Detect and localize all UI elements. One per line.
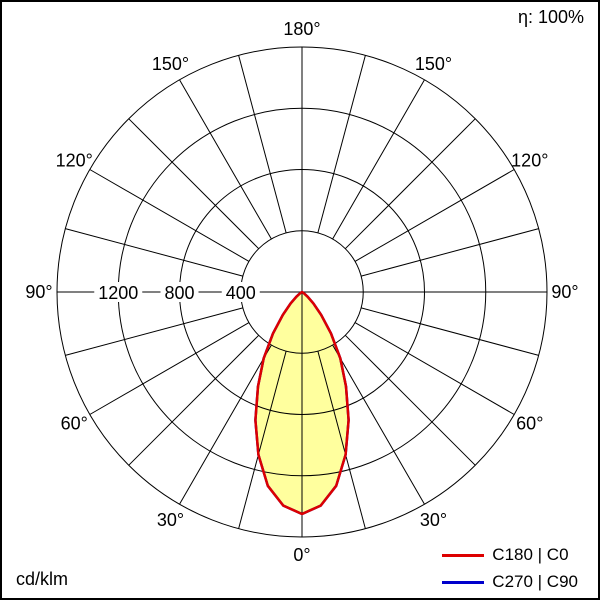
efficiency-label: η: 100%	[517, 7, 584, 27]
grid-radial-line	[128, 334, 260, 466]
grid-radial-line	[179, 79, 272, 240]
grid-radial-line	[128, 118, 260, 250]
grid-radial-line	[89, 169, 250, 262]
angle-label: 30°	[157, 510, 184, 530]
grid-radial-line	[179, 344, 272, 505]
legend-item-c0: C180 | C0	[442, 545, 578, 565]
grid-radial-line	[89, 322, 250, 415]
grid-radial-line	[361, 228, 539, 277]
radial-tick-label: 800	[164, 283, 194, 303]
grid-radial-line	[317, 55, 366, 233]
angle-label: 60°	[516, 414, 543, 434]
polar-grid	[56, 46, 548, 538]
grid-radial-line	[238, 351, 287, 529]
angle-label: 150°	[152, 54, 189, 74]
legend-label-c0: C180 | C0	[492, 545, 569, 564]
grid-radial-line	[332, 79, 425, 240]
angle-label: 30°	[420, 510, 447, 530]
angle-labels: 0° 30° 30° 60° 60° 90° 90° 120° 120° 150° 150° 180°	[25, 19, 578, 565]
legend-label-c90: C270 | C90	[492, 572, 578, 591]
grid-radial-line	[65, 307, 243, 356]
grid-radial-line	[354, 169, 515, 262]
angle-label: 0°	[293, 545, 310, 565]
grid-radial-line	[344, 118, 476, 250]
radial-label-bg	[221, 282, 260, 302]
radial-label-bg	[160, 282, 199, 302]
grid-radial-line	[65, 228, 243, 277]
intensity-curves	[254, 290, 350, 516]
angle-label: 120°	[511, 151, 548, 171]
radial-label-bg	[94, 282, 143, 302]
grid-radial-line	[238, 55, 287, 233]
angle-label: 180°	[283, 19, 320, 39]
angle-label: 60°	[61, 414, 88, 434]
legend-line-c0-icon	[442, 553, 485, 557]
radial-tick-labels: 400 800 1200	[94, 282, 260, 303]
unit-label: cd/klm	[16, 569, 69, 589]
grid-radial-line	[361, 307, 539, 356]
angle-label: 90°	[551, 282, 578, 302]
grid-radial-line	[332, 344, 425, 505]
legend: C180 | C0 C270 | C90	[442, 545, 578, 592]
legend-line-c90-icon	[442, 580, 485, 584]
angle-label: 150°	[415, 54, 452, 74]
radial-tick-label: 400	[226, 283, 256, 303]
grid-radial-line	[317, 351, 366, 529]
angle-label: 90°	[25, 282, 52, 302]
grid-radial-line	[354, 322, 515, 415]
grid-radial-line	[344, 334, 476, 466]
curve-c0	[254, 290, 350, 516]
angle-label: 120°	[56, 151, 93, 171]
grid-circle	[56, 46, 548, 538]
radial-tick-label: 1200	[98, 283, 138, 303]
legend-item-c90: C270 | C90	[442, 572, 578, 592]
